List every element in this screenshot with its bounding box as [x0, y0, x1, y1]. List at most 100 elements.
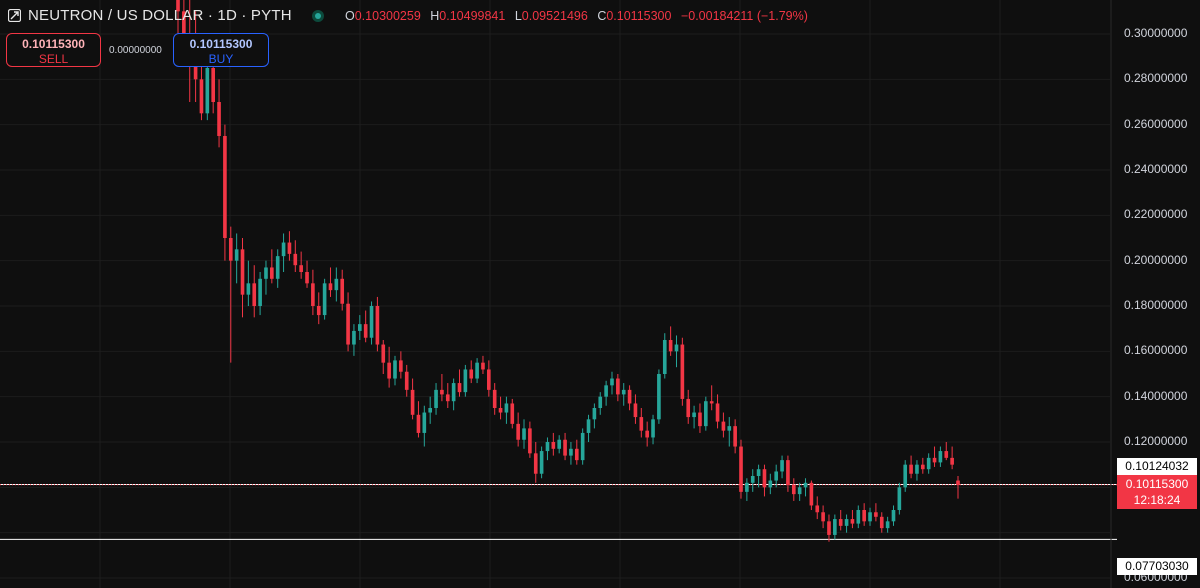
candle	[463, 364, 468, 397]
candle-body	[305, 272, 309, 284]
candle	[780, 455, 784, 479]
candle-body	[627, 389, 632, 404]
buy-price: 0.10115300	[189, 37, 253, 51]
candle-body	[410, 389, 415, 415]
candle	[727, 417, 732, 447]
candle-body	[311, 283, 315, 306]
candle-body	[715, 403, 720, 422]
candle-body	[293, 253, 298, 266]
candle	[246, 260, 251, 306]
candle-body	[586, 419, 591, 433]
price-axis-label: 0.18000000	[1124, 298, 1188, 312]
candle-body	[803, 482, 808, 488]
sell-label: SELL	[38, 52, 69, 66]
candle-body	[217, 102, 221, 136]
candle-body	[481, 362, 485, 370]
candle-body	[275, 256, 280, 279]
candle	[897, 482, 902, 515]
candle-body	[956, 480, 960, 486]
candle	[580, 428, 585, 465]
candle	[862, 503, 866, 526]
candle	[926, 453, 931, 474]
candle	[481, 355, 485, 374]
candle	[305, 260, 309, 288]
candle-body	[721, 421, 726, 431]
candle-body	[920, 464, 925, 470]
candle-body	[662, 340, 667, 374]
candle	[352, 324, 356, 356]
candle	[791, 478, 796, 501]
price-axis-label: 0.24000000	[1124, 162, 1188, 176]
candle-body	[363, 324, 368, 338]
candle-body	[739, 446, 743, 492]
spread-value: 0.00000000	[109, 45, 162, 56]
candle-body	[504, 403, 509, 413]
candle-body	[352, 330, 356, 345]
market-status-icon[interactable]	[312, 10, 324, 22]
candle	[586, 414, 591, 442]
candle	[328, 267, 333, 297]
candle-body	[633, 403, 638, 418]
candle	[252, 265, 257, 318]
candle-body	[815, 505, 820, 513]
candle	[393, 355, 397, 386]
candle-body	[399, 360, 403, 372]
candle-body	[334, 278, 339, 291]
candle-body	[281, 242, 286, 257]
candle-body	[674, 344, 679, 352]
candle-body	[492, 389, 497, 408]
symbol-title[interactable]: NEUTRON / US DOLLAR · 1D · PYTH	[28, 7, 292, 24]
candle-body	[522, 428, 526, 440]
candle	[885, 516, 890, 533]
candle	[498, 396, 503, 420]
low-value: 0.09521496	[521, 9, 588, 23]
candle	[809, 480, 814, 510]
candle	[633, 394, 638, 424]
candle-body	[580, 432, 585, 461]
symbol-logo-icon[interactable]	[8, 9, 21, 22]
price-axis-label: 0.20000000	[1124, 252, 1188, 267]
candle	[944, 442, 949, 461]
candle	[709, 385, 714, 411]
candle	[293, 240, 298, 272]
candle-body	[850, 519, 855, 524]
candle-body	[616, 378, 620, 395]
candle-body	[844, 519, 849, 526]
sell-button[interactable]: 0.10115300 SELL	[6, 33, 101, 67]
candle	[616, 374, 620, 402]
candle	[592, 403, 597, 429]
buy-button[interactable]: 0.10115300 BUY	[173, 33, 269, 67]
candle-body	[827, 521, 831, 535]
price-axis-label: 0.14000000	[1124, 388, 1188, 403]
candle	[445, 383, 450, 408]
candle	[662, 333, 667, 379]
candle	[551, 432, 556, 456]
candle-body	[774, 471, 779, 481]
candle-body	[457, 383, 462, 393]
candle	[375, 296, 380, 352]
candle-body	[240, 249, 245, 295]
candle	[698, 403, 702, 433]
candle-body	[234, 249, 239, 261]
candle	[610, 371, 614, 395]
price-axis-label: 0.26000000	[1124, 116, 1188, 131]
candles	[176, 0, 960, 542]
candle-body	[745, 482, 749, 492]
price-axis-label: 0.12000000	[1124, 434, 1188, 448]
candle	[920, 457, 925, 474]
candle	[756, 464, 761, 488]
candle-body	[698, 412, 702, 427]
candle-body	[639, 417, 644, 431]
candle-body	[387, 362, 391, 379]
candle-body	[891, 510, 896, 522]
candle-body	[727, 426, 732, 431]
candle	[844, 514, 849, 533]
candle-body	[340, 278, 345, 304]
candle	[387, 346, 391, 388]
candle	[404, 364, 409, 397]
candle	[457, 369, 462, 397]
candle-body	[797, 487, 802, 495]
candle	[668, 326, 673, 356]
candle-body	[709, 401, 714, 404]
